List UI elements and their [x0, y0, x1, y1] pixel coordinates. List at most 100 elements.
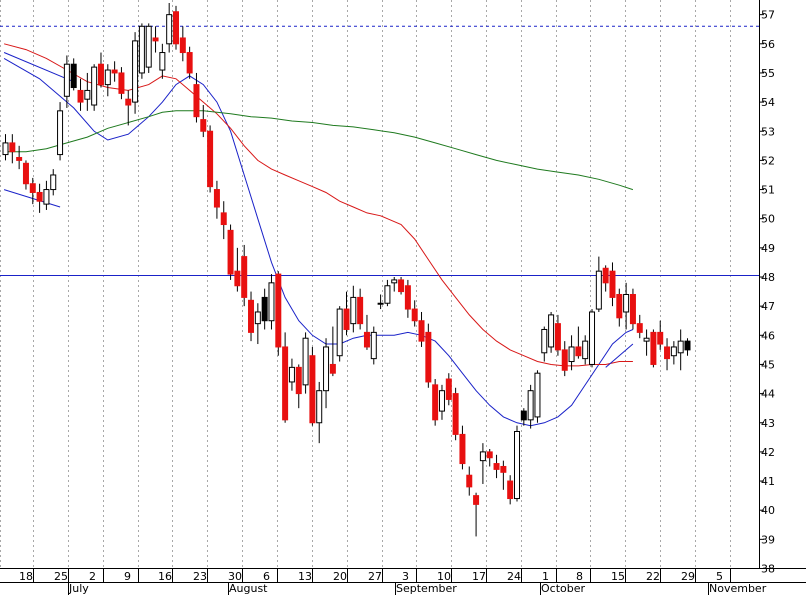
candle-body	[302, 337, 309, 386]
candle	[657, 320, 664, 350]
candle-body	[411, 308, 418, 322]
candle-body	[282, 346, 289, 421]
candle	[384, 279, 391, 307]
candle	[9, 134, 16, 164]
x-tick-label: 6	[263, 570, 270, 583]
candle-body	[111, 69, 118, 74]
candle-body	[145, 25, 152, 68]
candle	[438, 384, 445, 420]
y-tick-label: 45	[761, 358, 775, 371]
candle	[323, 338, 330, 409]
candle	[554, 314, 561, 356]
candle-body	[527, 390, 534, 421]
candle-body	[500, 465, 507, 473]
candle-body	[609, 270, 616, 298]
y-tick-label: 44	[761, 388, 775, 401]
y-tick-label: 46	[761, 329, 775, 342]
candle-body	[629, 293, 636, 325]
candle-body	[104, 69, 111, 86]
candle	[63, 55, 70, 108]
candle	[282, 332, 289, 423]
candle	[404, 279, 411, 318]
candle-body	[589, 311, 596, 365]
candle-body	[63, 63, 70, 97]
candle-body	[288, 366, 295, 383]
candle	[111, 61, 118, 82]
candle-body	[248, 299, 255, 333]
candle-body	[384, 285, 391, 304]
candle-body	[186, 52, 193, 74]
candle-body	[207, 130, 214, 188]
x-tick-label: 15	[611, 570, 625, 583]
trendline	[605, 343, 634, 368]
y-tick-label: 55	[761, 67, 775, 80]
candle	[329, 326, 336, 377]
candle-body	[173, 11, 179, 45]
candle-body	[84, 89, 91, 100]
candle-body	[425, 331, 432, 383]
candle	[684, 338, 691, 356]
moving-average-line	[4, 110, 634, 191]
candle	[268, 274, 275, 330]
candle	[527, 384, 534, 429]
candle-body	[657, 331, 664, 345]
candle-body	[370, 331, 377, 360]
candle	[91, 64, 98, 111]
candle	[561, 341, 568, 377]
x-axis-month-labels: July August September October November	[68, 582, 767, 595]
candle	[186, 46, 193, 79]
candle	[36, 183, 43, 213]
candle-body	[193, 84, 200, 118]
y-tick-label: 54	[761, 96, 775, 109]
candle-body	[336, 308, 343, 357]
candle-body	[445, 378, 452, 400]
x-axis-tick-labels: 18 25 2 9 16 23 30 6 13 20 27 3 10 17 24 1 8 15 22 29 5	[19, 570, 723, 583]
candle	[125, 90, 132, 126]
candle	[534, 370, 541, 423]
candle-body	[520, 410, 527, 421]
candle	[411, 300, 418, 327]
candle	[207, 125, 214, 193]
candle-body	[70, 63, 77, 89]
y-tick-label: 42	[761, 446, 775, 459]
candle-body	[200, 119, 207, 132]
candle	[2, 134, 9, 161]
candle	[241, 244, 248, 307]
candle-body	[132, 40, 139, 103]
candle-body	[438, 390, 445, 412]
candle	[363, 314, 370, 350]
candle	[391, 277, 398, 292]
x-tick-label: 29	[681, 570, 695, 583]
candle	[459, 425, 466, 470]
candle-body	[664, 346, 671, 360]
moving-average-lines	[3, 43, 634, 427]
candle-body	[213, 189, 220, 208]
candle	[138, 23, 145, 79]
trendlines	[3, 52, 634, 368]
candle-body	[466, 474, 473, 488]
candle	[677, 329, 684, 371]
candle-body	[118, 72, 125, 94]
candle-body	[57, 110, 64, 156]
candle-body	[473, 495, 480, 505]
candle-body	[616, 293, 623, 319]
candle	[302, 332, 309, 394]
candle	[104, 64, 111, 97]
candle-body	[432, 384, 439, 421]
candle	[445, 373, 452, 406]
y-tick-label: 47	[761, 300, 775, 313]
candle	[473, 492, 480, 537]
candle-body	[138, 25, 145, 74]
x-tick-label: 16	[158, 570, 172, 583]
candle-body	[16, 156, 23, 161]
candle	[166, 2, 173, 53]
candle-body	[561, 349, 568, 371]
candle-body	[268, 282, 275, 322]
candle	[118, 67, 125, 100]
candle-body	[541, 328, 548, 354]
x-tick-label: 1	[542, 570, 549, 583]
candle-body	[254, 311, 261, 325]
candle	[623, 282, 630, 330]
candle	[97, 52, 104, 88]
